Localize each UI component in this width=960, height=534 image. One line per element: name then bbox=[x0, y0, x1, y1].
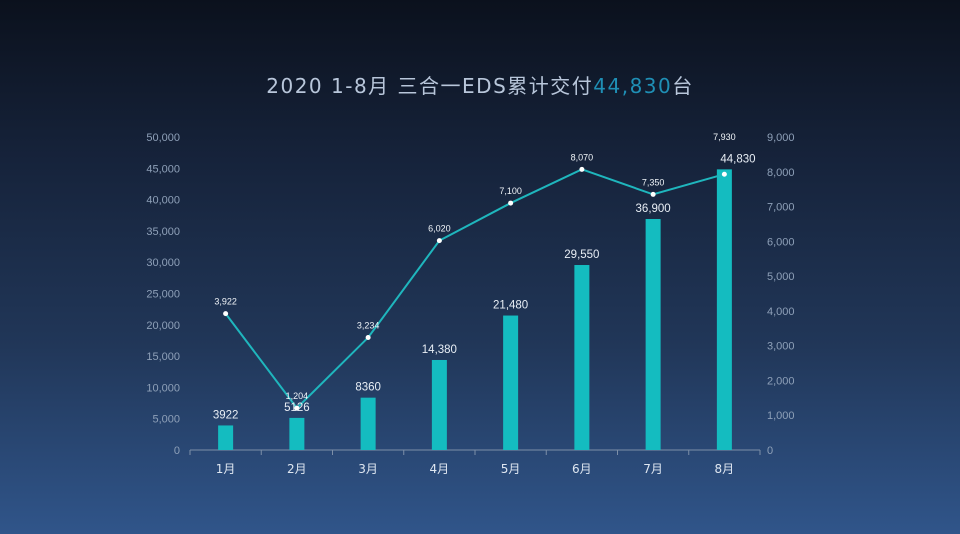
line-data-label: 1,204 bbox=[286, 391, 309, 401]
bar-data-label: 21,480 bbox=[493, 300, 528, 312]
bar-data-label: 36,900 bbox=[636, 203, 671, 215]
title-highlight: 44,830 bbox=[593, 74, 673, 98]
line-point bbox=[365, 335, 371, 341]
line-data-label: 7,350 bbox=[642, 177, 665, 187]
y-left-tick-label: 35,000 bbox=[146, 226, 180, 238]
x-tick-label: 8月 bbox=[715, 462, 735, 476]
series-line bbox=[224, 168, 725, 410]
y-left-tick-label: 25,000 bbox=[146, 289, 180, 301]
line-data-label: 8,070 bbox=[571, 152, 594, 162]
line-data-label: 7,100 bbox=[499, 186, 522, 196]
x-tick-label: 3月 bbox=[358, 462, 378, 476]
y-right-tick-label: 7,000 bbox=[767, 202, 795, 214]
y-left-tick-label: 15,000 bbox=[146, 351, 180, 363]
y-left-tick-label: 0 bbox=[174, 445, 180, 457]
bar bbox=[360, 397, 376, 450]
title-prefix: 2020 1-8月 三合一EDS累计交付 bbox=[266, 74, 594, 98]
line-data-label: 3,922 bbox=[214, 297, 237, 307]
bar-data-label: 5126 bbox=[284, 402, 310, 414]
title-suffix: 台 bbox=[672, 74, 694, 98]
line-point bbox=[650, 191, 656, 197]
y-right-tick-label: 4,000 bbox=[767, 306, 795, 318]
bar bbox=[218, 425, 234, 450]
line-point bbox=[508, 200, 514, 206]
bar bbox=[431, 359, 447, 450]
x-tick-label: 6月 bbox=[572, 462, 592, 476]
line-data-label: 3,234 bbox=[357, 321, 380, 331]
bar-data-label: 3922 bbox=[213, 409, 239, 421]
bar bbox=[716, 169, 732, 450]
x-tick-label: 4月 bbox=[430, 462, 450, 476]
y-right-tick-label: 5,000 bbox=[767, 271, 795, 283]
y-left-tick-label: 50,000 bbox=[146, 132, 180, 144]
y-left-tick-label: 5,000 bbox=[152, 414, 180, 426]
y-right-tick-label: 0 bbox=[767, 445, 773, 457]
y-left-tick-label: 10,000 bbox=[146, 382, 180, 394]
line-point bbox=[223, 311, 229, 317]
y-left-tick-label: 30,000 bbox=[146, 257, 180, 269]
y-left-tick-label: 20,000 bbox=[146, 320, 180, 332]
line-point bbox=[721, 171, 727, 177]
line-point bbox=[436, 238, 442, 244]
y-left-tick-label: 45,000 bbox=[146, 163, 180, 175]
x-tick-label: 2月 bbox=[287, 462, 307, 476]
line-data-label: 6,020 bbox=[428, 224, 451, 234]
y-right-tick-label: 1,000 bbox=[767, 410, 795, 422]
y-right-tick-label: 3,000 bbox=[767, 341, 795, 353]
y-right-tick-label: 9,000 bbox=[767, 132, 795, 144]
bar bbox=[289, 417, 305, 450]
chart-title: 2020 1-8月 三合一EDS累计交付44,830台 bbox=[0, 70, 960, 99]
bar-data-label: 44,830 bbox=[720, 153, 755, 165]
bar-data-label: 14,380 bbox=[422, 344, 457, 356]
y-right-tick-label: 2,000 bbox=[767, 375, 795, 387]
bar bbox=[503, 315, 519, 450]
bar bbox=[574, 265, 590, 450]
y-right-tick-label: 6,000 bbox=[767, 236, 795, 248]
x-tick-label: 7月 bbox=[643, 462, 663, 476]
bar-data-label: 8360 bbox=[355, 382, 381, 394]
line-point bbox=[294, 405, 300, 411]
bar-data-label: 29,550 bbox=[564, 249, 599, 261]
x-tick-label: 5月 bbox=[501, 462, 521, 476]
y-left-tick-label: 40,000 bbox=[146, 195, 180, 207]
x-tick-label: 1月 bbox=[216, 462, 236, 476]
line-point bbox=[579, 166, 585, 172]
line-data-label: 7,930 bbox=[713, 132, 736, 142]
bar bbox=[645, 219, 661, 450]
y-right-tick-label: 8,000 bbox=[767, 167, 795, 179]
